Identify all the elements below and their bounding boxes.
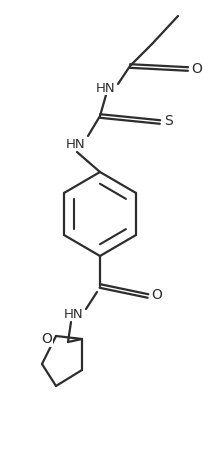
Text: O: O [192, 62, 202, 76]
Text: O: O [152, 288, 162, 302]
Text: HN: HN [66, 138, 86, 150]
Text: O: O [42, 332, 52, 346]
Text: HN: HN [64, 307, 84, 321]
Text: HN: HN [96, 82, 116, 94]
Text: S: S [165, 114, 173, 128]
